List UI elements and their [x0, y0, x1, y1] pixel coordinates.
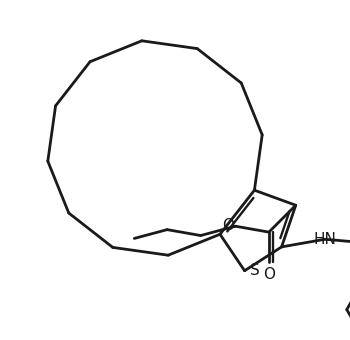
- Text: O: O: [263, 267, 275, 282]
- Text: HN: HN: [314, 232, 336, 247]
- Text: S: S: [250, 263, 259, 278]
- Text: O: O: [222, 218, 234, 233]
